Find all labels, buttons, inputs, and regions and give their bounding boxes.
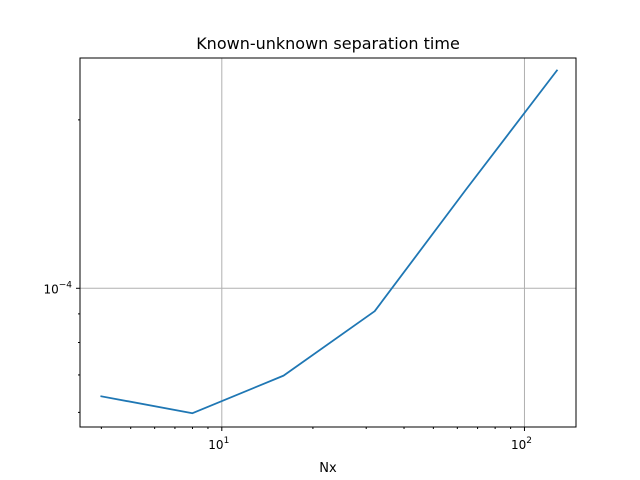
chart-title: Known-unknown separation time [196, 34, 460, 53]
grid-layer [80, 58, 576, 427]
tick-layer: 101 102 10−4 [43, 119, 532, 452]
series-layer [100, 69, 559, 415]
x-axis-label: Nx [319, 461, 337, 476]
y-tick-label: 10−4 [43, 280, 72, 296]
x-tick-label: 102 [511, 436, 532, 452]
plot-frame [79, 57, 577, 428]
series-line [100, 69, 559, 415]
x-tick-label: 101 [208, 436, 229, 452]
